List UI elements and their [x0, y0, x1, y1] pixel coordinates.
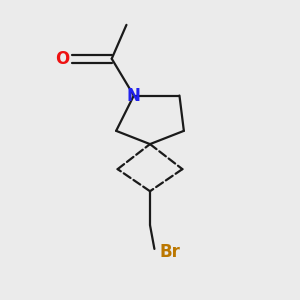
- Text: N: N: [127, 86, 141, 104]
- Text: Br: Br: [159, 244, 180, 262]
- Text: O: O: [56, 50, 70, 68]
